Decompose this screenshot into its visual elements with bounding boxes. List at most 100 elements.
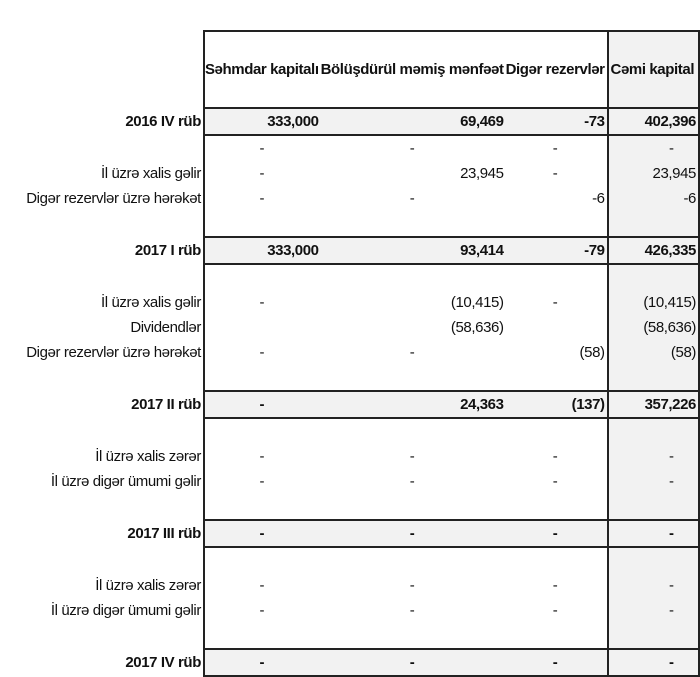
- value-cell: [321, 494, 506, 520]
- value-cell: -79: [505, 236, 608, 265]
- row-label: İl üzrə xalis gəlir: [101, 165, 201, 182]
- value-cell: (137): [505, 390, 608, 419]
- row-label: 2016 IV rüb: [0, 108, 204, 135]
- header-retained-earnings: Bölüşdürül məmiş mənfəət: [320, 30, 506, 108]
- value-cell: [321, 264, 506, 290]
- table-row: Digər rezervlər üzrə hərəkət - - -6 -6: [0, 186, 700, 211]
- value-cell: [202, 211, 321, 237]
- row-label: [0, 547, 204, 573]
- value-cell: 402,396: [606, 107, 700, 136]
- value-cell: (58,636): [606, 315, 700, 340]
- row-label: Digər rezervlər üzrə hərəkət: [26, 344, 201, 361]
- value-cell: -: [202, 135, 321, 161]
- spacer-row: [0, 494, 700, 520]
- value-cell: [202, 623, 321, 649]
- value-cell: -: [202, 161, 321, 186]
- value-cell: -: [409, 473, 415, 490]
- row-label: 2017 IV rüb: [0, 649, 204, 676]
- value-cell: [606, 264, 700, 290]
- value-cell: (10,415): [450, 294, 504, 311]
- value-cell: [321, 547, 506, 573]
- row-label: 2017 I rüb: [0, 237, 204, 264]
- value-cell: [506, 418, 608, 444]
- value-cell: [321, 365, 506, 391]
- value-cell: -: [409, 577, 415, 594]
- value-cell: -6: [592, 190, 605, 207]
- total-row: 2017 II rüb -24,363 (137) 357,226: [0, 390, 700, 419]
- value-cell: -: [505, 519, 608, 548]
- value-cell: -: [606, 573, 700, 598]
- value-cell: 426,335: [606, 236, 700, 265]
- value-cell: -: [552, 473, 558, 490]
- value-cell: -: [202, 390, 321, 419]
- value-cell: [606, 547, 700, 573]
- value-cell: [506, 315, 608, 340]
- header-other-reserves: Digər rezervlər: [505, 30, 608, 108]
- value-cell: -: [202, 598, 321, 623]
- row-label: [0, 418, 204, 444]
- spacer-row: [0, 365, 700, 391]
- value-cell: 69,469: [320, 107, 506, 136]
- value-cell: -: [606, 135, 700, 161]
- spacer-row: [0, 211, 700, 237]
- total-row: 2016 IV rüb 333,000 69,469 -73 402,396: [0, 107, 700, 136]
- value-cell: [606, 365, 700, 391]
- total-row: 2017 IV rüb - - - -: [0, 648, 700, 677]
- row-label: 2017 III rüb: [0, 520, 204, 547]
- value-cell: -: [202, 469, 321, 494]
- equity-changes-table: Səhmdar kapitalı Bölüşdürül məmiş mənfəə…: [0, 30, 700, 677]
- value-cell: [202, 264, 321, 290]
- row-label: [0, 494, 204, 520]
- value-cell: [506, 365, 608, 391]
- value-cell: -: [552, 602, 558, 619]
- value-cell: -: [552, 448, 558, 465]
- value-cell: -6: [606, 186, 700, 211]
- header-total-equity: Cəmi kapital: [606, 30, 700, 108]
- row-label: 2017 II rüb: [0, 391, 204, 418]
- table-row: İl üzrə digər ümumi gəlir - - - -: [0, 598, 700, 623]
- row-label: İl üzrə digər ümumi gəlir: [50, 602, 201, 619]
- row-label: Dividendlər: [130, 319, 201, 336]
- value-cell: [506, 264, 608, 290]
- value-cell: [321, 211, 506, 237]
- value-cell: -: [606, 598, 700, 623]
- value-cell: (58,636): [450, 319, 504, 336]
- table-row: İl üzrə xalis gəlir - (10,415) - (10,415): [0, 290, 700, 315]
- row-label: [0, 135, 204, 161]
- value-cell: 23,945: [460, 165, 504, 182]
- spacer-row: [0, 623, 700, 649]
- value-cell: [202, 418, 321, 444]
- value-cell: -: [409, 140, 415, 157]
- table-row: Digər rezervlər üzrə hərəkət - - (58) (58): [0, 340, 700, 365]
- row-label: İl üzrə digər ümumi gəlir: [50, 473, 201, 490]
- value-cell: -: [606, 648, 700, 677]
- table-row: İl üzrə xalis gəlir -23,945-23,945: [0, 161, 700, 186]
- value-cell: -: [202, 186, 321, 211]
- value-cell: [606, 418, 700, 444]
- value-cell: [606, 211, 700, 237]
- value-cell: [202, 365, 321, 391]
- value-cell: -: [505, 648, 608, 677]
- value-cell: (58): [579, 344, 605, 361]
- value-cell: [202, 547, 321, 573]
- value-cell: 93,414: [320, 236, 506, 265]
- table-row: İl üzrə digər ümumi gəlir - - - -: [0, 469, 700, 494]
- header-row: Səhmdar kapitalı Bölüşdürül məmiş mənfəə…: [0, 30, 700, 108]
- value-cell: [202, 315, 321, 340]
- spacer-row: [0, 547, 700, 573]
- value-cell: 333,000: [202, 236, 321, 265]
- value-cell: [321, 418, 506, 444]
- value-cell: -: [409, 448, 415, 465]
- value-cell: -: [202, 519, 321, 548]
- value-cell: -: [202, 573, 321, 598]
- value-cell: -73: [505, 107, 608, 136]
- value-cell: [506, 494, 608, 520]
- row-label: [0, 365, 204, 391]
- value-cell: -: [552, 577, 558, 594]
- spacer-row: [0, 264, 700, 290]
- value-cell: -: [606, 519, 700, 548]
- value-cell: -: [320, 648, 506, 677]
- table-row: ----: [0, 135, 700, 161]
- row-label: İl üzrə xalis gəlir: [101, 294, 201, 311]
- value-cell: -: [552, 294, 558, 311]
